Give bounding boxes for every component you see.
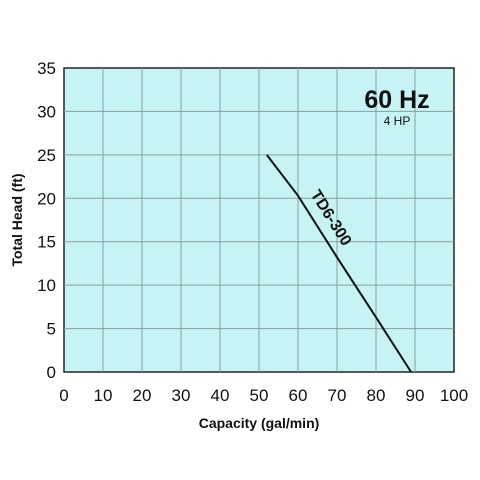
y-tick-label: 0 — [47, 363, 56, 382]
x-tick-label: 10 — [94, 386, 113, 405]
x-tick-label: 40 — [211, 386, 230, 405]
x-tick-label: 50 — [250, 386, 269, 405]
y-axis-title: Total Head (ft) — [9, 173, 25, 266]
x-tick-label: 60 — [289, 386, 308, 405]
frequency-label: 60 Hz — [364, 86, 429, 114]
y-tick-label: 25 — [37, 146, 56, 165]
x-tick-label: 20 — [133, 386, 152, 405]
x-tick-label: 80 — [367, 386, 386, 405]
series-line-td6-300 — [266, 154, 412, 373]
power-label: 4 HP — [384, 114, 411, 128]
y-tick-label: 20 — [37, 189, 56, 208]
y-axis-ticks: 0 5 10 15 20 25 30 35 — [37, 59, 56, 382]
y-tick-label: 10 — [37, 276, 56, 295]
x-tick-label: 70 — [328, 386, 347, 405]
y-tick-label: 35 — [37, 59, 56, 78]
x-tick-label: 100 — [440, 386, 468, 405]
x-axis-title: Capacity (gal/min) — [199, 415, 320, 431]
x-tick-label: 90 — [406, 386, 425, 405]
x-tick-label: 0 — [59, 386, 68, 405]
y-tick-label: 15 — [37, 233, 56, 252]
y-tick-label: 30 — [37, 102, 56, 121]
x-tick-label: 30 — [172, 386, 191, 405]
y-tick-label: 5 — [47, 320, 56, 339]
x-axis-ticks: 0 10 20 30 40 50 60 70 80 90 100 — [59, 386, 468, 405]
grid-lines — [64, 68, 454, 372]
